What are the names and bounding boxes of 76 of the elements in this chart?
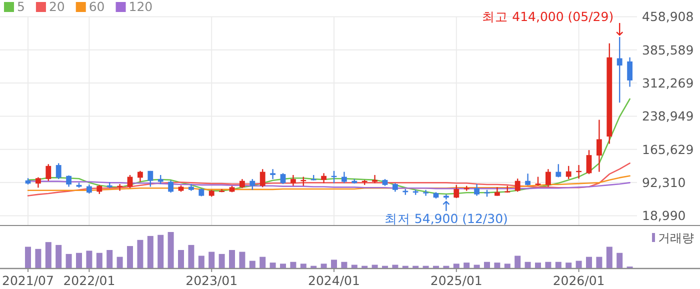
bar [566, 262, 572, 268]
bar [168, 232, 174, 268]
bar [127, 246, 133, 268]
annotation: 최고 414,000 (05/29) [482, 9, 614, 24]
bar [484, 262, 490, 268]
bar [25, 246, 31, 268]
bar [504, 264, 510, 268]
bar [158, 234, 164, 268]
bar [464, 262, 470, 268]
bar [586, 256, 592, 268]
y-tick-label: 312,269 [642, 76, 694, 91]
bar [76, 252, 82, 268]
y-tick-label: 458,908 [642, 9, 694, 24]
y-tick-label: 385,589 [642, 42, 694, 58]
bar [545, 262, 552, 268]
legend-item: 5 [4, 0, 25, 14]
legend-label: 20 [48, 0, 65, 14]
bar [66, 254, 72, 268]
bar [351, 264, 358, 268]
legend-label: 120 [128, 0, 153, 14]
bar [280, 264, 286, 268]
bar [320, 264, 327, 268]
bar [474, 264, 480, 268]
bar [555, 262, 562, 268]
bar [372, 264, 378, 268]
bar [331, 260, 337, 268]
legend-item: 20 [36, 0, 65, 14]
bar [208, 252, 215, 268]
bar [270, 262, 276, 268]
x-tick-label: 2026/01 [552, 273, 605, 288]
bar [137, 240, 144, 268]
y-tick-label: 92,310 [642, 175, 686, 190]
legend-label: 60 [88, 0, 105, 14]
x-tick-label: 2024/01 [308, 273, 360, 288]
bar [606, 246, 612, 268]
bar [535, 262, 541, 268]
bar [616, 252, 623, 268]
bar [178, 250, 184, 268]
annotation: 최저 54,900 (12/30) [384, 211, 508, 226]
bar [249, 260, 256, 268]
bar [35, 248, 42, 268]
x-tick-label: 2023/01 [186, 273, 238, 288]
bar [341, 262, 348, 268]
bar [106, 250, 113, 268]
bar [96, 252, 102, 268]
bar [576, 260, 582, 268]
x-tick-label: 2022/01 [63, 273, 116, 288]
bar [147, 236, 154, 268]
bar [514, 256, 521, 268]
bar [188, 244, 194, 268]
bar [218, 254, 225, 268]
bar [494, 262, 500, 268]
bar [198, 256, 204, 268]
line-series [27, 162, 630, 196]
y-tick-label: 18,990 [642, 208, 686, 224]
bar [453, 264, 460, 268]
bar [300, 264, 306, 268]
bar [596, 256, 602, 268]
bar [290, 262, 296, 268]
bar [229, 250, 235, 268]
y-tick-label: 165,629 [642, 142, 694, 157]
bar [392, 264, 398, 268]
bar [260, 256, 266, 268]
x-tick-label: 2021/07 [2, 273, 54, 288]
legend-label: 5 [17, 0, 25, 14]
bar [86, 250, 92, 268]
legend-item: 60 [76, 0, 105, 14]
bar [116, 256, 123, 268]
x-tick-label: 2025/01 [430, 273, 482, 288]
bar [524, 262, 531, 268]
y-tick-label: 238,949 [642, 108, 694, 124]
legend-item: 120 [116, 0, 153, 14]
bar [56, 244, 62, 268]
bar [239, 252, 246, 268]
bar [45, 242, 52, 268]
legend-item: 거래량 [652, 231, 694, 245]
